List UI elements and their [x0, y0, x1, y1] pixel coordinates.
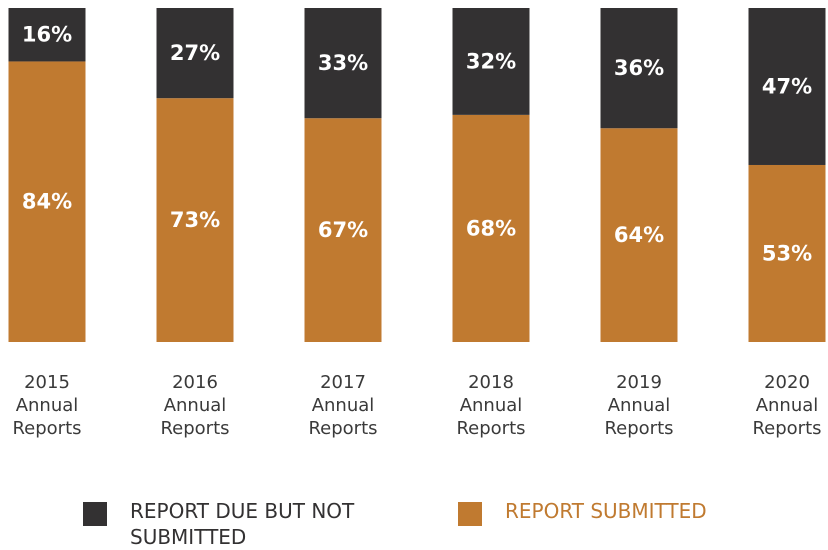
bar-segment-submitted-5	[748, 164, 826, 342]
data-label-not-submitted-2: 33%	[318, 51, 368, 75]
data-label-submitted-3: 68%	[466, 216, 516, 240]
bar-segment-submitted-0	[8, 61, 86, 342]
category-label-5: 2020 Annual Reports	[752, 372, 821, 439]
bar-segment-submitted-1	[156, 98, 234, 343]
bar-segment-submitted-3	[452, 114, 530, 342]
data-label-not-submitted-4: 36%	[614, 56, 664, 80]
data-label-not-submitted-0: 16%	[22, 23, 72, 47]
legend-item-not-submitted: REPORT DUE BUT NOT SUBMITTED	[83, 498, 373, 550]
bar-segment-not-submitted-0	[8, 8, 86, 62]
category-label-4: 2019 Annual Reports	[604, 372, 673, 439]
bar-segment-not-submitted-3	[452, 8, 530, 115]
data-label-submitted-2: 67%	[318, 218, 368, 242]
data-label-submitted-5: 53%	[762, 241, 812, 265]
bar-segment-not-submitted-1	[156, 8, 234, 99]
data-label-submitted-1: 73%	[170, 208, 220, 232]
data-label-not-submitted-1: 27%	[170, 41, 220, 65]
data-label-submitted-4: 64%	[614, 223, 664, 247]
legend-swatch-not-submitted	[83, 502, 107, 526]
bar-segment-not-submitted-5	[748, 8, 826, 165]
legend-swatch-submitted	[458, 502, 482, 526]
legend-label-submitted: REPORT SUBMITTED	[505, 499, 707, 523]
bar-segment-not-submitted-4	[600, 8, 678, 129]
data-label-not-submitted-3: 32%	[466, 49, 516, 73]
category-label-3: 2018 Annual Reports	[456, 372, 525, 439]
category-label-0: 2015 Annual Reports	[12, 372, 81, 439]
data-label-not-submitted-5: 47%	[762, 74, 812, 98]
bar-segment-submitted-4	[600, 128, 678, 342]
category-label-1: 2016 Annual Reports	[160, 372, 229, 439]
legend-label-not-submitted: REPORT DUE BUT NOT SUBMITTED	[130, 499, 355, 549]
legend-item-submitted: REPORT SUBMITTED	[458, 498, 798, 526]
bar-segment-not-submitted-2	[304, 8, 382, 119]
category-label-2: 2017 Annual Reports	[308, 372, 377, 439]
bar-segment-submitted-2	[304, 118, 382, 342]
data-label-submitted-0: 84%	[22, 190, 72, 214]
